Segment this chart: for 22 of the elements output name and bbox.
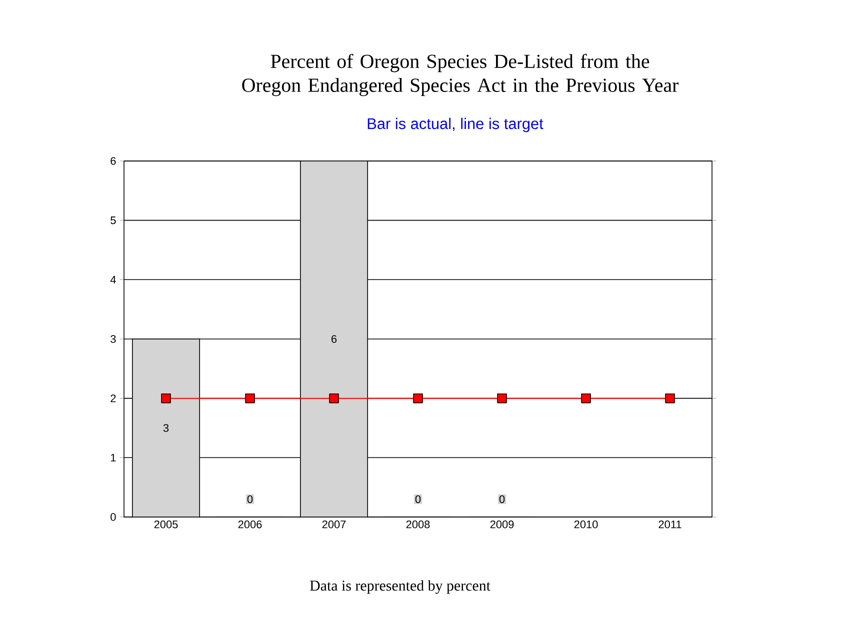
y-tick-label: 5 [110, 216, 116, 224]
x-tick-label: 2010 [574, 520, 598, 528]
x-tick-label: 2007 [322, 520, 346, 528]
x-tick-label: 2011 [658, 520, 682, 528]
data-label: 3 [163, 424, 169, 432]
data-label: 0 [415, 495, 421, 504]
y-tick-label: 1 [110, 454, 116, 462]
x-tick-label: 2005 [154, 520, 178, 528]
y-tick-label: 0 [110, 513, 116, 521]
y-tick-label: 6 [110, 157, 116, 165]
chart-title: Percent of Oregon Species De-Listed from the Oregon Endangered Species Act in the Previous Year [242, 54, 679, 96]
x-tick-label: 2009 [490, 520, 514, 528]
chart-subtitle: Bar is actual, line is target [368, 118, 544, 132]
y-tick-label: 3 [110, 335, 116, 343]
data-label: 0 [247, 495, 253, 504]
y-tick-label: 2 [110, 394, 116, 402]
text: Data is represented by percent [310, 580, 490, 594]
x-tick-label: 2006 [238, 520, 262, 528]
x-tick-label: 2008 [406, 520, 430, 528]
data-label: 0 [499, 495, 505, 504]
y-tick-label: 4 [110, 276, 116, 284]
data-label: 6 [332, 335, 337, 343]
